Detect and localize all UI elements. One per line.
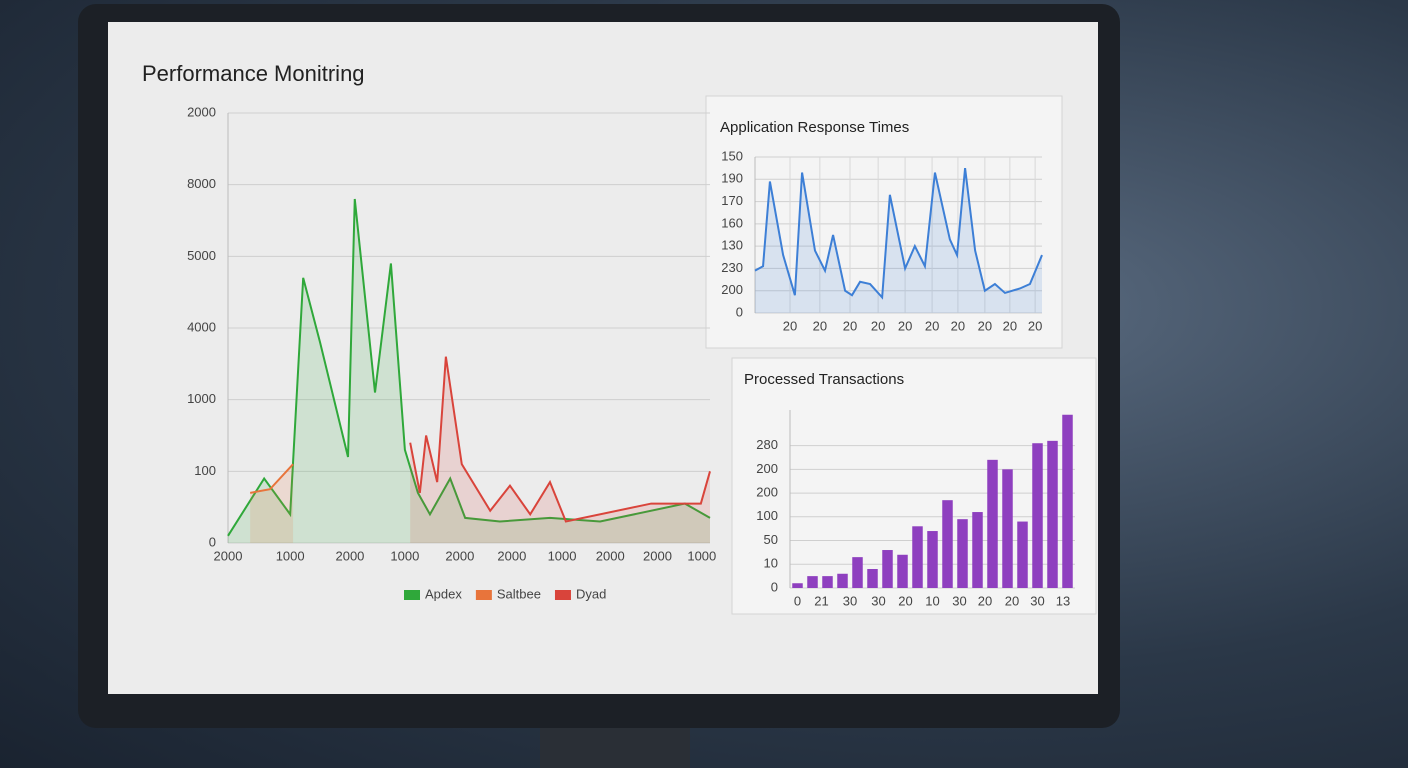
x-tick-label: 20 — [1003, 318, 1017, 333]
x-tick-label: 1000 — [548, 548, 577, 563]
y-tick-label: 200 — [756, 485, 778, 500]
legend-label: Saltbee — [497, 586, 541, 601]
x-tick-label: 20 — [925, 318, 939, 333]
x-tick-label: 1000 — [390, 548, 419, 563]
bar — [822, 576, 833, 588]
area-fill — [250, 464, 294, 543]
line — [227, 198, 711, 537]
bar — [942, 500, 953, 588]
y-tick-label: 2000 — [187, 104, 216, 119]
x-tick-label: 20 — [978, 318, 992, 333]
y-tick-label: 230 — [721, 260, 743, 275]
y-tick-label: 10 — [764, 556, 778, 571]
x-tick-label: 20 — [813, 318, 827, 333]
y-tick-label: 130 — [721, 238, 743, 253]
legend-label: Apdex — [425, 586, 462, 601]
x-tick-label: 30 — [843, 593, 857, 608]
x-tick-label: 2000 — [497, 548, 526, 563]
y-tick-label: 200 — [756, 461, 778, 476]
bar — [912, 526, 923, 588]
x-tick-label: 2000 — [596, 548, 625, 563]
panel — [705, 95, 1063, 349]
bar — [837, 573, 848, 588]
y-tick-label: 200 — [721, 282, 743, 297]
y-tick-label: 0 — [209, 534, 216, 549]
x-tick-label: 30 — [871, 593, 885, 608]
chart-title: Performance Monitring — [142, 61, 365, 86]
bar — [1032, 443, 1043, 588]
bar — [867, 569, 878, 588]
area-fill — [410, 356, 710, 543]
bar — [807, 576, 818, 588]
bar — [927, 531, 938, 588]
y-tick-label: 1000 — [187, 391, 216, 406]
x-tick-label: 10 — [925, 593, 939, 608]
y-tick-label: 280 — [756, 437, 778, 452]
x-tick-label: 20 — [898, 593, 912, 608]
y-tick-label: 4000 — [187, 319, 216, 334]
x-tick-label: 2000 — [335, 548, 364, 563]
x-tick-label: 20 — [1005, 593, 1019, 608]
line — [249, 463, 294, 494]
x-tick-label: 2000 — [643, 548, 672, 563]
bar — [882, 550, 893, 588]
y-tick-label: 5000 — [187, 248, 216, 263]
legend-label: Dyad — [576, 586, 606, 601]
x-tick-label: 1000 — [276, 548, 305, 563]
y-tick-label: 190 — [721, 171, 743, 186]
x-tick-label: 30 — [952, 593, 966, 608]
y-tick-label: 0 — [771, 579, 778, 594]
y-tick-label: 100 — [756, 508, 778, 523]
legend-swatch — [554, 590, 571, 600]
line — [409, 356, 711, 523]
x-tick-label: 20 — [951, 318, 965, 333]
bar — [792, 583, 803, 588]
y-tick-label: 150 — [721, 148, 743, 163]
x-tick-label: 21 — [814, 593, 828, 608]
bar — [1002, 469, 1013, 588]
bar — [987, 459, 998, 588]
chart-title: Application Response Times — [720, 119, 909, 136]
y-tick-label: 50 — [764, 532, 778, 547]
x-tick-label: 0 — [794, 593, 801, 608]
x-tick-label: 20 — [783, 318, 797, 333]
bar — [1017, 521, 1028, 588]
line — [754, 168, 1043, 300]
x-tick-label: 20 — [898, 318, 912, 333]
x-tick-label: 2000 — [445, 548, 474, 563]
x-tick-label: 20 — [1028, 318, 1042, 333]
legend-swatch — [475, 590, 492, 600]
y-tick-label: 160 — [721, 215, 743, 230]
bar — [897, 554, 908, 588]
y-tick-label: 0 — [736, 304, 743, 319]
bar — [957, 519, 968, 588]
legend-swatch — [404, 590, 420, 600]
y-tick-label: 8000 — [187, 176, 216, 191]
x-tick-label: 1000 — [687, 548, 716, 563]
x-tick-label: 2000 — [214, 548, 243, 563]
bar — [852, 557, 863, 588]
y-tick-label: 170 — [721, 193, 743, 208]
bar — [972, 512, 983, 588]
bar — [1062, 414, 1073, 588]
x-tick-label: 20 — [843, 318, 857, 333]
x-tick-label: 13 — [1056, 593, 1070, 608]
y-tick-label: 100 — [194, 463, 216, 478]
x-tick-label: 20 — [871, 318, 885, 333]
x-tick-label: 20 — [978, 593, 992, 608]
x-tick-label: 30 — [1030, 593, 1044, 608]
chart-title: Processed Transactions — [744, 371, 904, 388]
bar — [1047, 440, 1058, 588]
